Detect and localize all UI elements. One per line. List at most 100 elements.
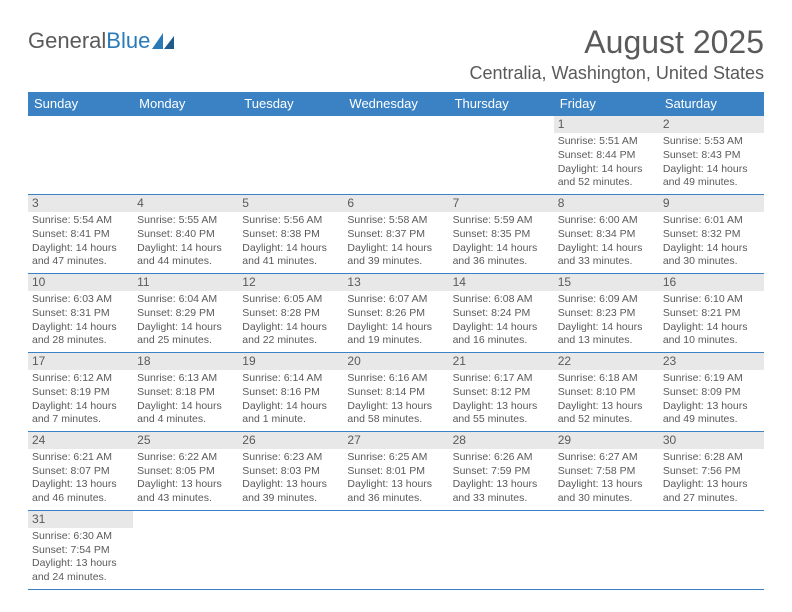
day-number: 29 (554, 432, 659, 449)
day-details: Sunrise: 5:53 AMSunset: 8:43 PMDaylight:… (659, 133, 764, 194)
daylight-line: Daylight: 14 hours and 44 minutes. (137, 242, 234, 269)
daylight-line: Daylight: 13 hours and 30 minutes. (558, 478, 655, 505)
calendar-day-cell: 12Sunrise: 6:05 AMSunset: 8:28 PMDayligh… (238, 273, 343, 352)
day-details: Sunrise: 5:58 AMSunset: 8:37 PMDaylight:… (343, 212, 448, 273)
day-details: Sunrise: 6:18 AMSunset: 8:10 PMDaylight:… (554, 370, 659, 431)
daylight-line: Daylight: 14 hours and 10 minutes. (663, 321, 760, 348)
sunset-line: Sunset: 8:44 PM (558, 149, 655, 163)
logo-text-general: General (28, 28, 106, 54)
logo-sail-icon (152, 33, 174, 49)
sunrise-line: Sunrise: 6:05 AM (242, 293, 339, 307)
sunset-line: Sunset: 8:43 PM (663, 149, 760, 163)
sunset-line: Sunset: 8:34 PM (558, 228, 655, 242)
sunrise-line: Sunrise: 6:23 AM (242, 451, 339, 465)
daylight-line: Daylight: 14 hours and 41 minutes. (242, 242, 339, 269)
day-number: 4 (133, 195, 238, 212)
calendar-empty-cell (659, 510, 764, 589)
day-details: Sunrise: 5:56 AMSunset: 8:38 PMDaylight:… (238, 212, 343, 273)
calendar-empty-cell (238, 116, 343, 195)
calendar-empty-cell (28, 116, 133, 195)
sunrise-line: Sunrise: 6:04 AM (137, 293, 234, 307)
sunset-line: Sunset: 7:59 PM (453, 465, 550, 479)
day-number: 9 (659, 195, 764, 212)
day-number: 17 (28, 353, 133, 370)
sunrise-line: Sunrise: 6:07 AM (347, 293, 444, 307)
sunrise-line: Sunrise: 5:54 AM (32, 214, 129, 228)
day-details: Sunrise: 6:09 AMSunset: 8:23 PMDaylight:… (554, 291, 659, 352)
sunrise-line: Sunrise: 5:55 AM (137, 214, 234, 228)
calendar-empty-cell (449, 116, 554, 195)
daylight-line: Daylight: 13 hours and 39 minutes. (242, 478, 339, 505)
daylight-line: Daylight: 14 hours and 1 minute. (242, 400, 339, 427)
day-number: 23 (659, 353, 764, 370)
calendar-day-cell: 3Sunrise: 5:54 AMSunset: 8:41 PMDaylight… (28, 194, 133, 273)
sunset-line: Sunset: 7:54 PM (32, 544, 129, 558)
day-number: 20 (343, 353, 448, 370)
daylight-line: Daylight: 13 hours and 55 minutes. (453, 400, 550, 427)
sunrise-line: Sunrise: 6:21 AM (32, 451, 129, 465)
sunrise-line: Sunrise: 6:16 AM (347, 372, 444, 386)
sunset-line: Sunset: 8:40 PM (137, 228, 234, 242)
sunset-line: Sunset: 8:18 PM (137, 386, 234, 400)
day-details: Sunrise: 6:01 AMSunset: 8:32 PMDaylight:… (659, 212, 764, 273)
calendar-day-cell: 5Sunrise: 5:56 AMSunset: 8:38 PMDaylight… (238, 194, 343, 273)
day-details: Sunrise: 6:13 AMSunset: 8:18 PMDaylight:… (133, 370, 238, 431)
sunset-line: Sunset: 8:16 PM (242, 386, 339, 400)
calendar-empty-cell (343, 116, 448, 195)
daylight-line: Daylight: 14 hours and 39 minutes. (347, 242, 444, 269)
daylight-line: Daylight: 14 hours and 36 minutes. (453, 242, 550, 269)
sunset-line: Sunset: 7:56 PM (663, 465, 760, 479)
month-title: August 2025 (470, 24, 765, 61)
sunrise-line: Sunrise: 6:25 AM (347, 451, 444, 465)
calendar-empty-cell (133, 116, 238, 195)
calendar-week-row: 10Sunrise: 6:03 AMSunset: 8:31 PMDayligh… (28, 273, 764, 352)
calendar-day-cell: 27Sunrise: 6:25 AMSunset: 8:01 PMDayligh… (343, 431, 448, 510)
daylight-line: Daylight: 14 hours and 4 minutes. (137, 400, 234, 427)
calendar-day-cell: 28Sunrise: 6:26 AMSunset: 7:59 PMDayligh… (449, 431, 554, 510)
daylight-line: Daylight: 13 hours and 36 minutes. (347, 478, 444, 505)
calendar-empty-cell (554, 510, 659, 589)
sunrise-line: Sunrise: 5:53 AM (663, 135, 760, 149)
sunset-line: Sunset: 8:23 PM (558, 307, 655, 321)
calendar-day-cell: 24Sunrise: 6:21 AMSunset: 8:07 PMDayligh… (28, 431, 133, 510)
calendar-day-cell: 7Sunrise: 5:59 AMSunset: 8:35 PMDaylight… (449, 194, 554, 273)
calendar-day-cell: 15Sunrise: 6:09 AMSunset: 8:23 PMDayligh… (554, 273, 659, 352)
day-details: Sunrise: 6:10 AMSunset: 8:21 PMDaylight:… (659, 291, 764, 352)
day-number: 22 (554, 353, 659, 370)
weekday-header: Monday (133, 92, 238, 116)
sunset-line: Sunset: 8:12 PM (453, 386, 550, 400)
daylight-line: Daylight: 13 hours and 58 minutes. (347, 400, 444, 427)
day-number: 18 (133, 353, 238, 370)
daylight-line: Daylight: 14 hours and 28 minutes. (32, 321, 129, 348)
sunrise-line: Sunrise: 6:01 AM (663, 214, 760, 228)
daylight-line: Daylight: 13 hours and 24 minutes. (32, 557, 129, 584)
day-number: 14 (449, 274, 554, 291)
daylight-line: Daylight: 13 hours and 46 minutes. (32, 478, 129, 505)
sunset-line: Sunset: 8:41 PM (32, 228, 129, 242)
calendar-day-cell: 21Sunrise: 6:17 AMSunset: 8:12 PMDayligh… (449, 352, 554, 431)
day-number: 27 (343, 432, 448, 449)
calendar-empty-cell (449, 510, 554, 589)
daylight-line: Daylight: 13 hours and 49 minutes. (663, 400, 760, 427)
day-details: Sunrise: 6:21 AMSunset: 8:07 PMDaylight:… (28, 449, 133, 510)
daylight-line: Daylight: 14 hours and 47 minutes. (32, 242, 129, 269)
calendar-day-cell: 4 Sunrise: 5:55 AMSunset: 8:40 PMDaylight… (133, 194, 238, 273)
sunset-line: Sunset: 8:09 PM (663, 386, 760, 400)
day-details: Sunrise: 6:00 AMSunset: 8:34 PMDaylight:… (554, 212, 659, 273)
sunrise-line: Sunrise: 5:59 AM (453, 214, 550, 228)
daylight-line: Daylight: 14 hours and 49 minutes. (663, 163, 760, 190)
calendar-day-cell: 13Sunrise: 6:07 AMSunset: 8:26 PMDayligh… (343, 273, 448, 352)
day-number: 10 (28, 274, 133, 291)
header: General Blue August 2025 Centralia, Wash… (28, 24, 764, 84)
sunset-line: Sunset: 8:19 PM (32, 386, 129, 400)
day-number: 11 (133, 274, 238, 291)
sunset-line: Sunset: 8:28 PM (242, 307, 339, 321)
sunrise-line: Sunrise: 6:18 AM (558, 372, 655, 386)
daylight-line: Daylight: 14 hours and 19 minutes. (347, 321, 444, 348)
sunset-line: Sunset: 8:24 PM (453, 307, 550, 321)
calendar-day-cell: 29 Sunrise: 6:27 AMSunset: 7:58 PMDayligh… (554, 431, 659, 510)
sunrise-line: Sunrise: 6:27 AM (558, 451, 655, 465)
calendar-day-cell: 30Sunrise: 6:28 AMSunset: 7:56 PMDayligh… (659, 431, 764, 510)
sunset-line: Sunset: 7:58 PM (558, 465, 655, 479)
daylight-line: Daylight: 14 hours and 33 minutes. (558, 242, 655, 269)
